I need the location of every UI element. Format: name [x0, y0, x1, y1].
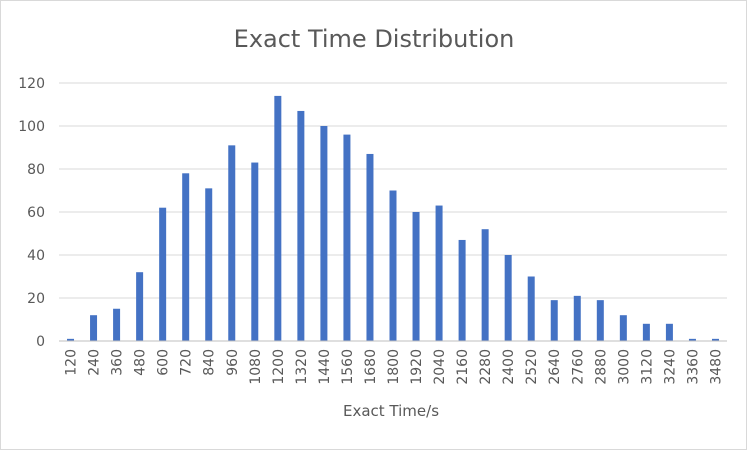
bar-3240 — [665, 323, 673, 341]
x-tick-label: 480 — [133, 349, 149, 376]
y-tick-label: 80 — [27, 162, 45, 178]
x-tick-label: 1200 — [271, 349, 287, 385]
x-tick-label: 840 — [202, 349, 218, 376]
x-tick-label: 120 — [64, 349, 80, 376]
x-axis-tick-labels: 120 240 360 480 600 720 840 960 1080 1200 1320 1440… — [64, 349, 725, 385]
bar-1080 — [251, 162, 259, 341]
x-tick-label: 2520 — [524, 349, 540, 385]
x-tick-label: 1080 — [248, 349, 264, 385]
bar-2520 — [527, 276, 535, 341]
x-tick-label: 3480 — [708, 349, 724, 385]
x-tick-label: 360 — [110, 349, 126, 376]
bar-3000 — [619, 315, 627, 341]
x-tick-label: 1800 — [386, 349, 402, 385]
x-tick-label: 3240 — [662, 349, 678, 385]
x-tick-label: 3120 — [639, 349, 655, 385]
bar-3360 — [688, 338, 696, 341]
chart-title: Exact Time Distribution — [234, 25, 515, 53]
x-tick-label: 1560 — [340, 349, 356, 385]
x-tick-label: 2880 — [593, 349, 609, 385]
y-axis-tick-labels: 0 20 40 60 80 100 120 — [18, 76, 45, 350]
bar-1200 — [274, 95, 282, 342]
bar-1560 — [343, 134, 351, 341]
x-tick-label: 3000 — [616, 349, 632, 385]
bar-series — [67, 95, 719, 342]
x-axis-title: Exact Time/s — [343, 402, 439, 420]
x-tick-label: 3360 — [685, 349, 701, 385]
x-tick-label: 960 — [225, 349, 241, 376]
x-tick-label: 2760 — [570, 349, 586, 385]
x-tick-label: 2040 — [432, 349, 448, 385]
x-tick-label: 1920 — [409, 349, 425, 385]
x-tick-label: 2640 — [547, 349, 563, 385]
x-tick-label: 2400 — [501, 349, 517, 385]
bar-720 — [182, 173, 190, 341]
bar-600 — [159, 207, 167, 341]
bar-120 — [67, 338, 75, 341]
x-tick-label: 720 — [179, 349, 195, 376]
bar-1440 — [320, 126, 328, 341]
bar-2040 — [435, 205, 443, 341]
bar-240 — [90, 315, 98, 341]
y-tick-label: 0 — [36, 334, 45, 350]
bar-360 — [113, 308, 121, 341]
bar-2280 — [481, 229, 489, 341]
y-tick-label: 40 — [27, 248, 45, 264]
bar-1920 — [412, 212, 420, 341]
bar-3120 — [642, 323, 650, 341]
bar-1800 — [389, 190, 397, 341]
bar-3480 — [711, 338, 719, 341]
x-tick-label: 240 — [87, 349, 103, 376]
bar-1680 — [366, 153, 374, 341]
bar-960 — [228, 145, 236, 341]
x-tick-label: 1440 — [317, 349, 333, 385]
y-tick-label: 120 — [18, 76, 45, 92]
bar-2160 — [458, 239, 466, 341]
bar-840 — [205, 188, 213, 341]
bar-2640 — [550, 300, 558, 341]
bar-2880 — [596, 300, 604, 341]
x-tick-label: 2160 — [455, 349, 471, 385]
bar-1320 — [297, 110, 305, 341]
y-tick-label: 100 — [18, 119, 45, 135]
x-tick-label: 600 — [156, 349, 172, 376]
x-tick-label: 1680 — [363, 349, 379, 385]
y-tick-label: 20 — [27, 291, 45, 307]
x-tick-label: 2280 — [478, 349, 494, 385]
bar-480 — [136, 272, 144, 341]
x-tick-label: 1320 — [294, 349, 310, 385]
y-tick-label: 60 — [27, 205, 45, 221]
bar-2400 — [504, 255, 512, 341]
bar-2760 — [573, 295, 581, 341]
